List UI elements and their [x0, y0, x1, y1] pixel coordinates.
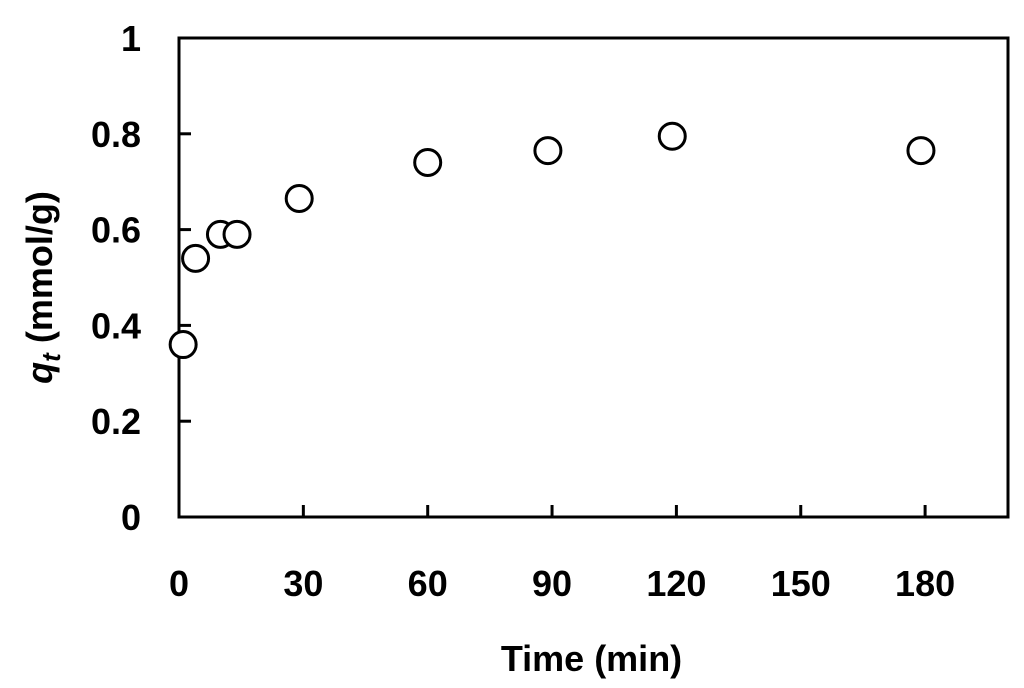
- x-axis-ticks: 0 30 60 90 120 150 180: [169, 505, 955, 604]
- data-point: [906, 136, 936, 166]
- x-tick-label: 0: [169, 563, 189, 604]
- y-axis-ticks: 0 0.2 0.4 0.6 0.8 1: [91, 18, 191, 538]
- y-axis-symbol: q: [19, 362, 60, 384]
- x-tick-label: 150: [771, 563, 831, 604]
- data-point: [181, 243, 211, 273]
- data-point: [222, 219, 252, 249]
- y-tick-label: 0.6: [91, 210, 141, 251]
- y-tick-label: 1: [121, 18, 141, 59]
- y-tick-label: 0: [121, 497, 141, 538]
- y-axis-unit: (mmol/g): [19, 191, 60, 353]
- y-axis-subscript: t: [36, 352, 66, 362]
- x-tick-label: 180: [895, 563, 955, 604]
- data-point: [284, 183, 314, 213]
- data-point: [533, 136, 563, 166]
- data-points: [168, 121, 936, 360]
- x-axis-title: Time (min): [501, 638, 682, 679]
- y-axis-title: qt (mmol/g): [19, 191, 66, 384]
- data-point: [657, 121, 687, 151]
- y-tick-label: 0.2: [91, 401, 141, 442]
- x-tick-label: 60: [408, 563, 448, 604]
- y-tick-label: 0.8: [91, 114, 141, 155]
- data-point: [413, 148, 443, 178]
- x-tick-label: 120: [646, 563, 706, 604]
- data-point: [168, 330, 198, 360]
- y-tick-label: 0.4: [91, 305, 141, 346]
- x-tick-label: 90: [532, 563, 572, 604]
- x-tick-label: 30: [283, 563, 323, 604]
- plot-area-frame: [177, 36, 1010, 519]
